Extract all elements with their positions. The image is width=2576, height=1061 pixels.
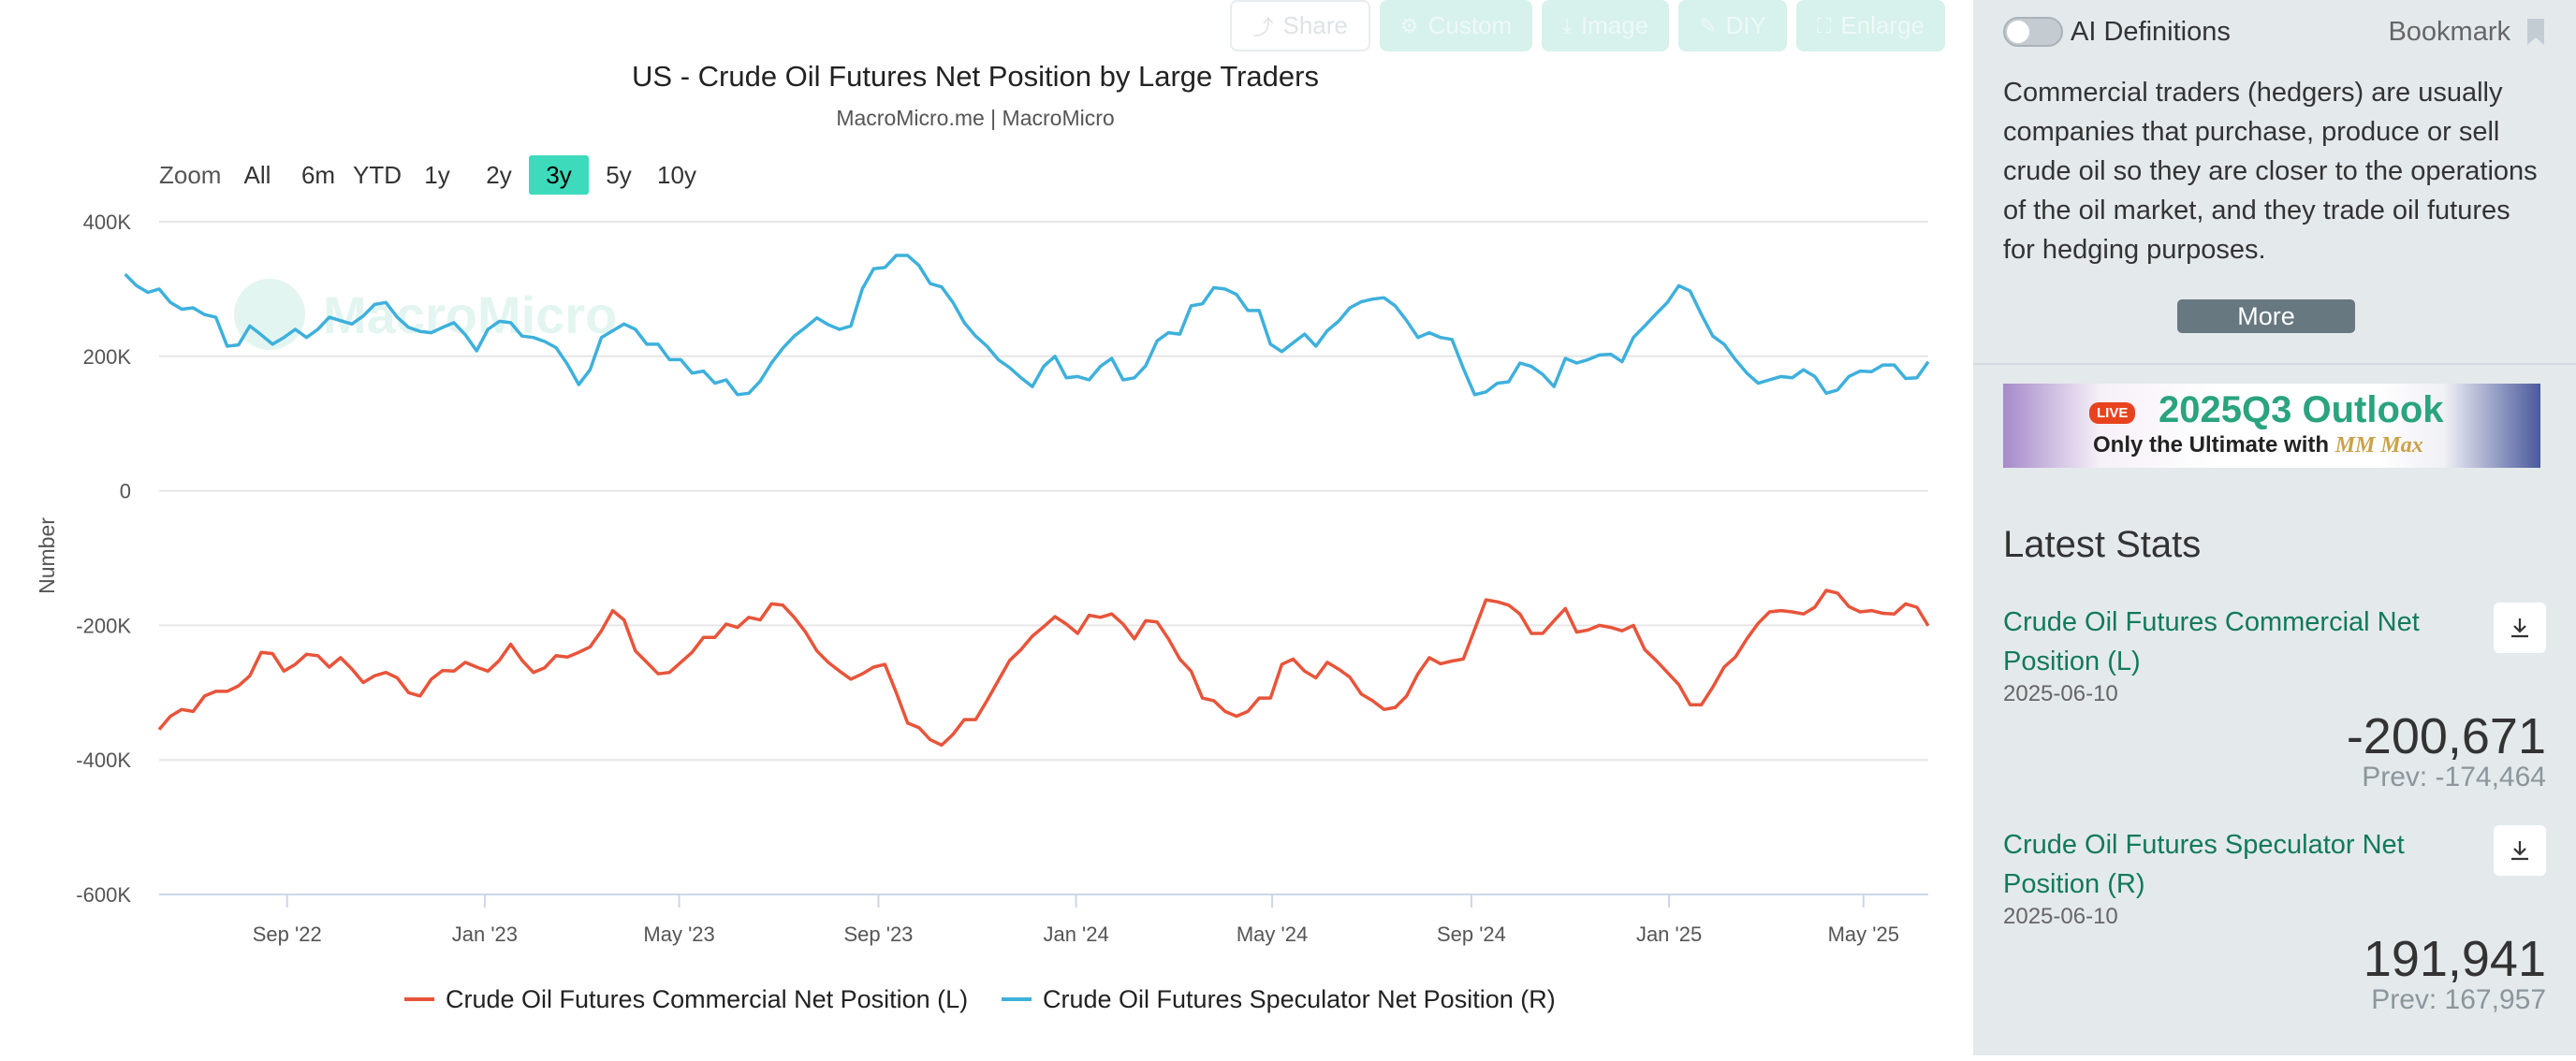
x-tick-label: May '23: [643, 923, 714, 946]
enlarge-button[interactable]: ⛶ Enlarge: [1795, 0, 1945, 51]
range-option-1y[interactable]: 1y: [424, 161, 449, 189]
zoom-label: Zoom: [159, 161, 221, 189]
download-icon: [2511, 618, 2528, 638]
gear-icon: ⚙: [1399, 13, 1419, 37]
stat-name[interactable]: Crude Oil Futures Commercial Net Positio…: [2003, 607, 2420, 676]
stat-date: 2025-06-10: [2003, 904, 2118, 929]
stat-prev: Prev: 167,957: [2371, 984, 2546, 1015]
custom-button[interactable]: ⚙ Custom: [1379, 0, 1533, 51]
live-badge: LIVE: [2089, 402, 2136, 424]
ai-definitions-toggle[interactable]: [2003, 17, 2063, 47]
series-line-speculator[interactable]: [124, 254, 1930, 397]
x-tick-label: Sep '22: [253, 923, 322, 946]
stat-value: 191,941: [2363, 931, 2546, 987]
x-tick-label: Jan '25: [1636, 923, 1702, 946]
image-label: Image: [1580, 11, 1649, 39]
diy-button[interactable]: ✎ DIY: [1678, 0, 1787, 51]
diy-label: DIY: [1725, 11, 1766, 39]
share-button[interactable]: ⤴ Share: [1230, 0, 1370, 51]
legend-label[interactable]: Crude Oil Futures Commercial Net Positio…: [446, 985, 968, 1013]
range-option-2y[interactable]: 2y: [486, 161, 511, 189]
series-lines: [124, 254, 1930, 748]
stat-name[interactable]: Crude Oil Futures Speculator Net Positio…: [2003, 830, 2405, 899]
x-tick-label: Sep '24: [1437, 923, 1506, 946]
expand-icon: ⛶: [1816, 13, 1832, 37]
y-tick-label: 200K: [83, 345, 132, 369]
y-tick-label: -400K: [76, 749, 131, 772]
range-option-10y[interactable]: 10y: [657, 161, 696, 189]
ai-definitions-label: AI Definitions: [2071, 17, 2231, 47]
definition-text: Commercial traders (hedgers) are usually…: [2003, 78, 2538, 265]
banner-brand: MM Max: [2334, 433, 2423, 458]
more-button[interactable]: More: [2177, 299, 2355, 333]
y-tick-label: 0: [120, 480, 131, 503]
legend-label[interactable]: Crude Oil Futures Speculator Net Positio…: [1043, 985, 1556, 1013]
download-icon: ⤓: [1562, 13, 1572, 37]
range-selector: Zoom All 6m YTD 1y 2y 3y 5y 10y: [159, 155, 696, 195]
sidebar: AI Definitions Bookmark Commercial trade…: [1973, 0, 2576, 1055]
chart-title: US - Crude Oil Futures Net Position by L…: [632, 60, 1319, 93]
enlarge-label: Enlarge: [1840, 11, 1925, 39]
watermark-text: MacroMicro: [323, 285, 617, 344]
x-tick-label: May '25: [1828, 923, 1899, 946]
download-button[interactable]: [2494, 603, 2546, 653]
y-tick-label: -600K: [76, 883, 131, 907]
range-option-5y[interactable]: 5y: [606, 161, 631, 189]
banner-title: 2025Q3 Outlook: [2159, 389, 2444, 430]
chart-svg: MacroMicro US - Crude Oil Futures Net Po…: [35, 60, 1930, 1013]
stat-prev: Prev: -174,464: [2362, 762, 2546, 792]
definition-panel: AI Definitions Bookmark Commercial trade…: [1973, 0, 2576, 365]
bookmark-label[interactable]: Bookmark: [2388, 17, 2510, 47]
chart-toolbar: ⤴ Share ⚙ Custom ⤓ Image ✎ DIY ⛶ Enlarge: [1230, 0, 1945, 51]
share-label: Share: [1282, 11, 1348, 39]
banner-subtitle: Only the Ultimate with MM Max: [2093, 432, 2423, 458]
latest-stats-title: Latest Stats: [2003, 524, 2202, 565]
range-option-3y[interactable]: 3y: [546, 161, 571, 189]
toggle-knob: [2007, 21, 2029, 43]
download-button[interactable]: [2494, 825, 2546, 876]
x-tick-label: May '24: [1237, 923, 1308, 946]
stat-item-commercial: Crude Oil Futures Commercial Net Positio…: [2003, 603, 2546, 799]
y-tick-label: 400K: [83, 211, 132, 234]
stat-item-speculator: Crude Oil Futures Speculator Net Positio…: [2003, 825, 2546, 1022]
chart-subtitle: MacroMicro.me | MacroMicro: [836, 106, 1114, 130]
bookmark-icon[interactable]: [2525, 17, 2546, 47]
chart-legend: Crude Oil Futures Commercial Net Positio…: [404, 985, 1556, 1013]
range-option-all[interactable]: All: [244, 161, 271, 189]
stat-value: -200,671: [2346, 708, 2546, 764]
x-tick-label: Jan '23: [452, 923, 518, 946]
y-axis: 400K 200K 0 -200K -400K -600K: [76, 211, 131, 907]
series-line-commercial[interactable]: [157, 589, 1930, 748]
banner-subtitle-text: Only the Ultimate with: [2093, 432, 2335, 458]
download-icon: [2511, 841, 2528, 861]
watermark: MacroMicro: [234, 279, 617, 350]
share-icon: ⤴: [1252, 15, 1274, 39]
custom-label: Custom: [1427, 11, 1513, 39]
promo-banner[interactable]: LIVE 2025Q3 Outlook Only the Ultimate wi…: [2003, 384, 2540, 468]
y-axis-title: Number: [35, 517, 59, 594]
range-option-highlight: [529, 155, 589, 195]
image-button[interactable]: ⤓ Image: [1542, 0, 1670, 51]
x-tick-label: Sep '23: [843, 923, 913, 946]
chart-area: ⤴ Share ⚙ Custom ⤓ Image ✎ DIY ⛶ Enlarge…: [35, 0, 1945, 1013]
x-axis: Sep '22 Jan '23 May '23 Sep '23 Jan '24 May '…: [159, 894, 1928, 946]
pencil-icon: ✎: [1699, 13, 1717, 37]
x-tick-label: Jan '24: [1043, 923, 1108, 946]
range-option-6m[interactable]: 6m: [301, 161, 335, 189]
range-option-ytd[interactable]: YTD: [353, 161, 402, 189]
y-tick-label: -200K: [76, 614, 131, 637]
watermark-logo-icon: [234, 279, 305, 350]
stat-date: 2025-06-10: [2003, 681, 2118, 706]
